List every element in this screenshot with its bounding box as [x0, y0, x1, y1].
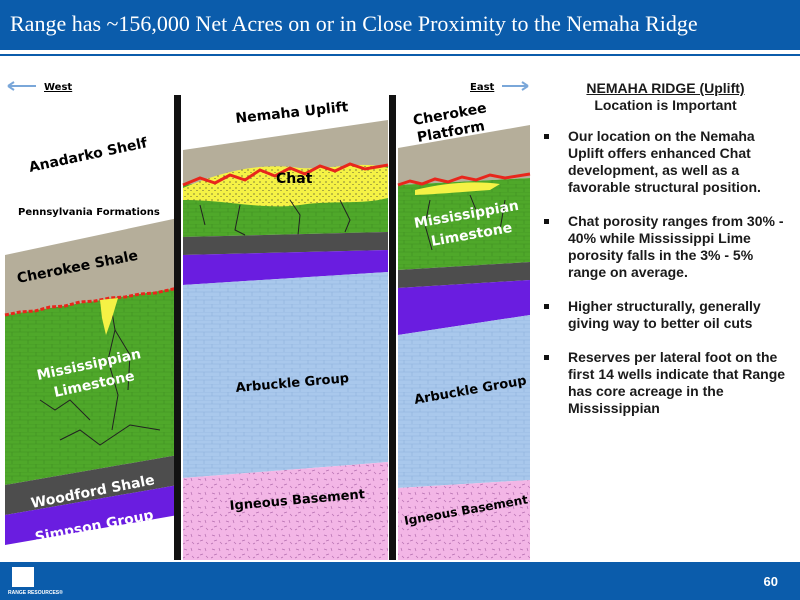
basement-layer [398, 480, 530, 560]
limestone-layer [5, 288, 178, 485]
shale-layer [183, 232, 388, 255]
bullet: Chat porosity ranges from 30% - 40% whil… [538, 213, 793, 281]
chat-lens [415, 182, 500, 195]
sidebar: NEMAHA RIDGE (Uplift) Location is Import… [538, 80, 793, 434]
fractures [199, 199, 351, 236]
simpson-layer [183, 250, 388, 285]
slide-title: Range has ~156,000 Net Acres on or in Cl… [10, 11, 698, 36]
bullet: Higher structurally, generally giving wa… [538, 298, 793, 332]
footer-bar: RANGE RESOURCES® 60 [0, 562, 800, 600]
woodford-layer [5, 455, 178, 515]
west-arrow [7, 81, 36, 91]
bullet: Our location on the Nemaha Uplift offers… [538, 128, 793, 196]
fault-line [389, 95, 396, 560]
bullet-list: Our location on the Nemaha Uplift offers… [538, 128, 793, 417]
west-label: West [44, 82, 72, 93]
cross-section: West East Nemaha Uplift Cherokee Platfor… [4, 81, 531, 560]
arbuckle-layer [398, 315, 530, 488]
simpson-layer [398, 280, 530, 335]
east-label: East [470, 82, 495, 93]
logo-text: RANGE RESOURCES® [8, 590, 63, 596]
shale-layer [398, 262, 530, 288]
label: Anadarko Shelf [28, 135, 150, 176]
fault-line [174, 95, 181, 560]
bullet: Reserves per lateral foot on the first 1… [538, 349, 793, 417]
arbuckle-layer [183, 272, 388, 478]
unconformity [4, 286, 179, 317]
sidebar-subheading: Location is Important [594, 97, 737, 113]
unconformity [397, 172, 531, 187]
east-arrow [502, 81, 529, 91]
sidebar-heading: NEMAHA RIDGE (Uplift) [586, 80, 745, 96]
fractures [424, 194, 506, 251]
basement-layer [183, 462, 388, 560]
chat-lens [100, 298, 118, 335]
fractures [39, 299, 161, 446]
simpson-layer [5, 485, 178, 545]
header-rule [0, 54, 800, 56]
logo-mark [12, 567, 34, 587]
header-bar: Range has ~156,000 Net Acres on or in Cl… [0, 0, 800, 50]
label: Nemaha Uplift [235, 99, 350, 127]
unconformity [182, 162, 389, 187]
cherokee-shale-layer [5, 218, 178, 315]
label: Chat [276, 171, 313, 187]
page-number: 60 [763, 574, 778, 589]
label: Pennsylvania Formations [18, 207, 160, 218]
cap-layer [398, 125, 530, 185]
